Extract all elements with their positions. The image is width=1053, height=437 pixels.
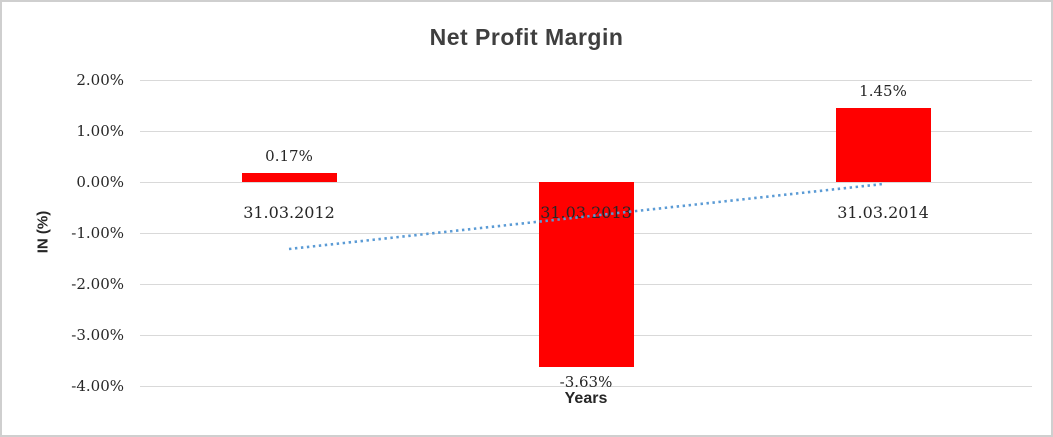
y-tick-label: 0.00% <box>76 173 124 191</box>
y-tick-label: 2.00% <box>76 71 124 89</box>
data-label-31.03.2012: 0.17% <box>265 147 313 165</box>
gridline--4.00% <box>140 386 1032 387</box>
data-label-31.03.2013: -3.63% <box>559 373 613 391</box>
y-tick-label: -1.00% <box>71 224 124 242</box>
y-axis-title: IN (%) <box>34 210 52 254</box>
data-label-31.03.2014: 1.45% <box>859 82 907 100</box>
y-tick-label: -3.00% <box>71 326 124 344</box>
category-label-31.03.2014: 31.03.2014 <box>837 203 929 222</box>
gridline-1.00% <box>140 131 1032 132</box>
bar-31.03.2014 <box>835 108 931 182</box>
chart-title: Net Profit Margin <box>429 24 624 50</box>
category-label-31.03.2012: 31.03.2012 <box>243 203 335 222</box>
y-tick-label: 1.00% <box>76 122 124 140</box>
y-tick-label: -4.00% <box>71 377 124 395</box>
y-tick-label: -2.00% <box>71 275 124 293</box>
category-label-31.03.2013: 31.03.2013 <box>540 203 632 222</box>
x-axis-title: Years <box>564 390 608 407</box>
bar-31.03.2012 <box>241 173 337 182</box>
gridline-2.00% <box>140 80 1032 81</box>
